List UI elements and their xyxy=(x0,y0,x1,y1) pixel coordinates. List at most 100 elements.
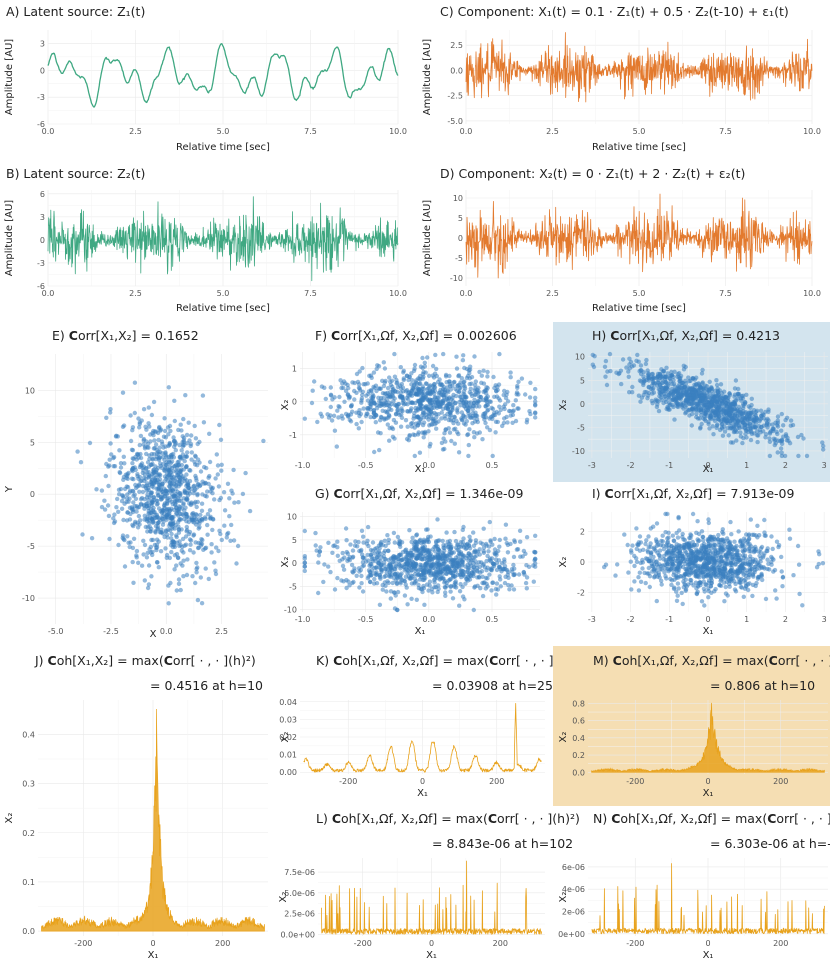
x-tick-label: 7.5 xyxy=(304,127,317,136)
scatter-point xyxy=(730,574,735,579)
scatter-point xyxy=(678,378,683,383)
scatter-point xyxy=(650,380,656,386)
x-tick-label: 5.0 xyxy=(217,289,230,298)
scatter-point xyxy=(394,411,399,416)
scatter-point xyxy=(131,493,136,499)
scatter-point xyxy=(363,382,368,387)
scatter-point xyxy=(458,394,464,400)
scatter-point xyxy=(166,468,172,473)
scatter-point xyxy=(444,571,449,576)
scatter-point xyxy=(733,378,739,383)
scatter-point xyxy=(121,454,127,459)
scatter-point xyxy=(431,561,436,567)
scatter-point xyxy=(409,576,414,581)
scatter-point xyxy=(484,402,490,407)
scatter-point xyxy=(169,514,174,520)
scatter-point xyxy=(358,388,363,393)
scatter-point xyxy=(172,567,177,572)
scatter-point xyxy=(706,520,711,526)
scatter-point xyxy=(94,487,99,492)
scatter-point xyxy=(654,598,659,604)
scatter-point xyxy=(420,365,425,371)
scatter-point xyxy=(426,373,432,378)
y-tick-label: 0 xyxy=(292,398,297,407)
scatter-point xyxy=(513,398,518,403)
scatter-point xyxy=(226,530,231,536)
scatter-point xyxy=(510,420,515,425)
scatter-point xyxy=(337,394,342,400)
scatter-point xyxy=(488,414,494,420)
x-tick-label: 1 xyxy=(744,615,749,624)
scatter-point xyxy=(524,586,529,591)
scatter-point xyxy=(481,368,486,373)
scatter-point xyxy=(712,561,717,566)
scatter-point xyxy=(460,540,465,545)
scatter-point xyxy=(443,374,449,379)
scatter-point xyxy=(150,515,155,520)
scatter-point xyxy=(700,543,705,548)
scatter-point xyxy=(159,497,164,502)
scatter-point xyxy=(130,559,135,565)
scatter-point xyxy=(317,549,323,554)
scatter-point xyxy=(201,547,206,552)
scatter-point xyxy=(335,408,340,413)
scatter-point xyxy=(640,560,645,565)
x-axis-label: Relative time [sec] xyxy=(176,142,270,153)
scatter-point xyxy=(773,588,778,593)
scatter-point xyxy=(154,537,160,542)
scatter-point xyxy=(421,435,426,440)
scatter-point xyxy=(387,406,392,412)
panel-B: B) Latent source: Z₂(t)0.0 2.5 5.0 7.5 10.0-… xyxy=(4,166,407,314)
scatter-point xyxy=(383,573,388,579)
scatter-point xyxy=(135,452,140,457)
scatter-point xyxy=(188,542,193,547)
scatter-point xyxy=(626,570,631,575)
scatter-point xyxy=(193,580,198,586)
y-tick-label: -6 xyxy=(37,282,45,291)
scatter-point xyxy=(752,418,758,424)
scatter-point xyxy=(145,585,151,591)
scatter-point xyxy=(505,550,511,555)
scatter-point xyxy=(167,555,172,561)
scatter-point xyxy=(108,441,113,446)
y-tick-label: 5 xyxy=(458,214,463,223)
scatter-point xyxy=(141,468,146,473)
scatter-point xyxy=(701,407,706,412)
scatter-point xyxy=(145,492,150,497)
scatter-point xyxy=(467,427,472,432)
scatter-point xyxy=(427,384,432,389)
scatter-point xyxy=(360,589,366,594)
scatter-point xyxy=(184,432,190,438)
scatter-point xyxy=(695,537,700,542)
scatter-point xyxy=(533,415,538,420)
scatter-point xyxy=(218,437,224,442)
scatter-point xyxy=(207,431,212,436)
scatter-point xyxy=(195,441,200,447)
scatter-point xyxy=(361,406,366,411)
panel-title-H: H) Corr[X₁,Ωf, X₂,Ωf] = 0.4213 xyxy=(592,328,780,343)
scatter-point xyxy=(115,496,120,502)
y-tick-label: -10 xyxy=(284,606,297,615)
scatter-point xyxy=(438,576,443,581)
scatter-point xyxy=(647,584,652,590)
x-tick-label: 2.5 xyxy=(546,127,559,136)
scatter-point xyxy=(613,573,618,578)
scatter-point xyxy=(231,538,237,543)
scatter-point xyxy=(137,442,142,448)
scatter-point xyxy=(675,581,681,586)
scatter-point xyxy=(455,388,460,393)
scatter-point xyxy=(465,565,470,570)
scatter-point xyxy=(355,544,360,549)
scatter-point xyxy=(181,496,186,501)
scatter-point xyxy=(473,379,478,384)
scatter-point xyxy=(497,537,502,543)
scatter-point xyxy=(734,429,739,435)
scatter-point xyxy=(774,596,779,601)
scatter-point xyxy=(733,589,739,594)
scatter-point xyxy=(487,519,492,525)
scatter-point xyxy=(427,444,432,449)
scatter-point xyxy=(434,426,439,431)
scatter-point xyxy=(191,491,196,496)
y-tick-label: -5 xyxy=(455,254,463,263)
